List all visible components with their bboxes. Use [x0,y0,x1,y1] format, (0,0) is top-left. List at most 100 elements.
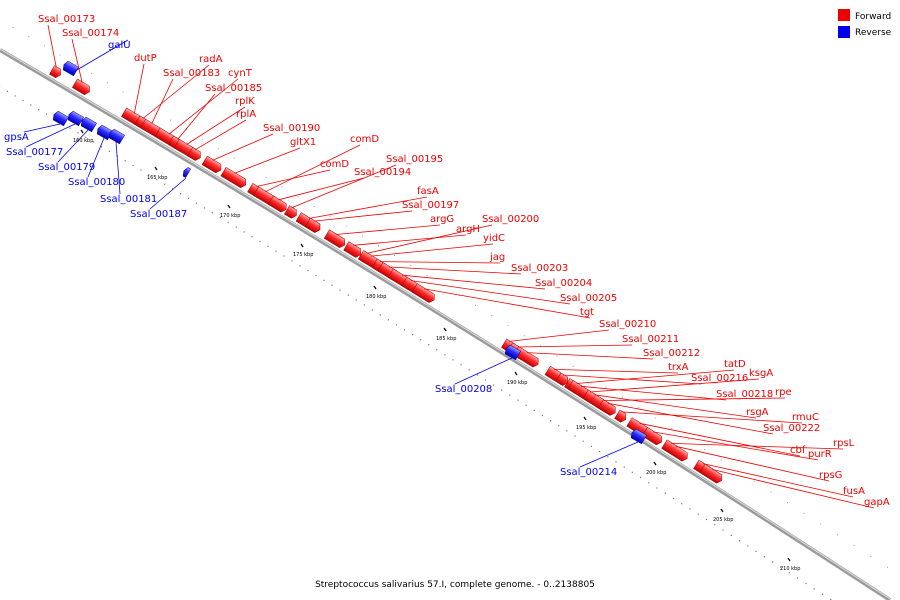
forward-gene-label[interactable]: comD [350,134,379,145]
scale-label: 160 kbp [73,138,93,144]
forward-gene-label[interactable]: yidC [483,233,505,244]
forward-gene-label[interactable]: fasA [417,186,439,197]
reverse-gene-bar[interactable] [95,124,113,141]
forward-gene-bar[interactable] [555,372,571,387]
forward-gene-label[interactable]: gapA [864,497,890,508]
reverse-gene-bar[interactable] [51,110,69,127]
forward-gene-bar[interactable] [267,195,289,214]
forward-gene-bar[interactable] [187,146,203,162]
scale-dot [203,207,205,209]
reverse-gene-bar[interactable] [629,428,647,445]
forward-gene-bar[interactable] [343,241,364,259]
forward-gene-label[interactable]: rplK [235,96,255,107]
forward-gene-label[interactable]: Ssal_00222 [763,423,820,434]
forward-gene-label[interactable]: Ssal_00200 [482,214,539,225]
forward-gene-label[interactable]: cbf [790,445,806,456]
forward-gene-label[interactable]: cynT [228,68,253,79]
scale-tick [373,285,377,290]
scale-dot [201,138,203,140]
forward-gene-label[interactable]: Ssal_00174 [62,28,119,39]
forward-gene-label[interactable]: Ssal_00197 [402,200,459,211]
forward-gene-bar[interactable] [220,166,248,189]
forward-gene-label[interactable]: Ssal_00173 [38,14,95,25]
forward-gene-label[interactable]: Ssal_00194 [354,167,411,178]
forward-gene-bar[interactable] [411,283,437,305]
forward-gene-leader [212,133,274,161]
reverse-gene-label[interactable]: galU [108,40,131,51]
forward-gene-leader [653,431,819,461]
scale-label: 200 kbp [646,470,666,476]
scale-dot [297,196,299,198]
forward-gene-leader [313,210,413,222]
reverse-gene-label[interactable]: Ssal_00180 [68,177,125,188]
reverse-gene-bar[interactable] [181,166,192,178]
forward-gene-label[interactable]: purR [808,449,832,460]
forward-gene-bar[interactable] [284,205,299,220]
forward-gene-label[interactable]: comD [320,159,349,170]
reverse-gene-label[interactable]: Ssal_00177 [6,147,63,158]
reverse-gene-bar[interactable] [107,128,125,145]
forward-gene-label[interactable]: Ssal_00216 [691,373,748,384]
reverse-gene-shape [62,60,79,77]
forward-gene-label[interactable]: rplA [236,109,256,120]
forward-gene-label[interactable]: jag [489,252,505,263]
reverse-gene-bar[interactable] [79,116,97,133]
forward-gene-label[interactable]: tatD [724,359,746,370]
forward-gene-label[interactable]: Ssal_00211 [622,334,679,345]
forward-gene-label[interactable]: rmuC [792,412,819,423]
forward-gene-label[interactable]: fusA [843,486,865,497]
forward-gene-bar[interactable] [323,229,347,249]
reverse-gene-bar[interactable] [66,110,84,127]
forward-gene-label[interactable]: Ssal_00212 [643,348,700,359]
forward-gene-label[interactable]: Ssal_00190 [263,123,320,134]
scale-dot [772,561,774,563]
reverse-gene-bar[interactable] [503,344,521,361]
forward-gene-label[interactable]: Ssal_00195 [386,154,443,165]
scale-label: 170 kbp [220,213,240,219]
forward-gene-label[interactable]: rpe [775,387,792,398]
scale-dot [813,588,815,590]
forward-gene-label[interactable]: Ssal_00185 [205,83,262,94]
forward-gene-label[interactable]: rsgA [746,407,769,418]
forward-gene-bar[interactable] [661,439,690,463]
forward-gene-bar[interactable] [201,155,223,174]
forward-gene-label[interactable]: trxA [668,362,689,373]
forward-gene-shape [555,372,569,386]
forward-gene-label[interactable]: gltX1 [290,137,316,148]
reverse-gene-label[interactable]: Ssal_00208 [435,384,492,395]
scale-dot [689,508,691,510]
reverse-gene-label[interactable]: gpsA [4,132,29,143]
forward-gene-label[interactable]: tgt [580,307,594,318]
reverse-gene-label[interactable]: Ssal_00187 [130,209,187,220]
forward-gene-label[interactable]: Ssal_00210 [599,319,656,330]
forward-gene-bar[interactable] [71,78,92,96]
reverse-gene-label[interactable]: Ssal_00214 [560,467,617,478]
reverse-gene-bar[interactable] [61,60,79,77]
scale-dot [345,225,347,227]
forward-gene-label[interactable]: rpsL [833,438,855,449]
forward-gene-bar[interactable] [597,399,618,418]
forward-gene-label[interactable]: Ssal_00205 [560,293,617,304]
forward-gene-label[interactable]: argG [430,214,454,225]
scale-dot [541,414,543,417]
forward-gene-shape [614,409,627,423]
forward-gene-label[interactable]: dutP [134,53,157,64]
scale-dot [550,420,552,422]
forward-gene-bar[interactable] [614,409,629,424]
scale-dot [770,491,772,493]
forward-gene-label[interactable]: radA [199,54,223,65]
forward-gene-bar[interactable] [699,463,725,485]
reverse-gene-label[interactable]: Ssal_00179 [38,162,95,173]
forward-gene-label[interactable]: ksgA [749,368,773,379]
forward-gene-bar[interactable] [304,217,322,234]
scale-dot [331,284,333,286]
forward-gene-label[interactable]: Ssal_00204 [535,278,592,289]
reverse-gene-label[interactable]: Ssal_00181 [100,194,157,205]
scale-tick [227,204,231,209]
forward-gene-label[interactable]: Ssal_00183 [163,68,220,79]
forward-gene-label[interactable]: Ssal_00218 [716,389,773,400]
forward-gene-bar[interactable] [49,65,63,80]
forward-gene-label[interactable]: Ssal_00203 [511,263,568,274]
forward-gene-label[interactable]: argH [456,224,480,235]
forward-gene-label[interactable]: rpsG [819,470,842,481]
